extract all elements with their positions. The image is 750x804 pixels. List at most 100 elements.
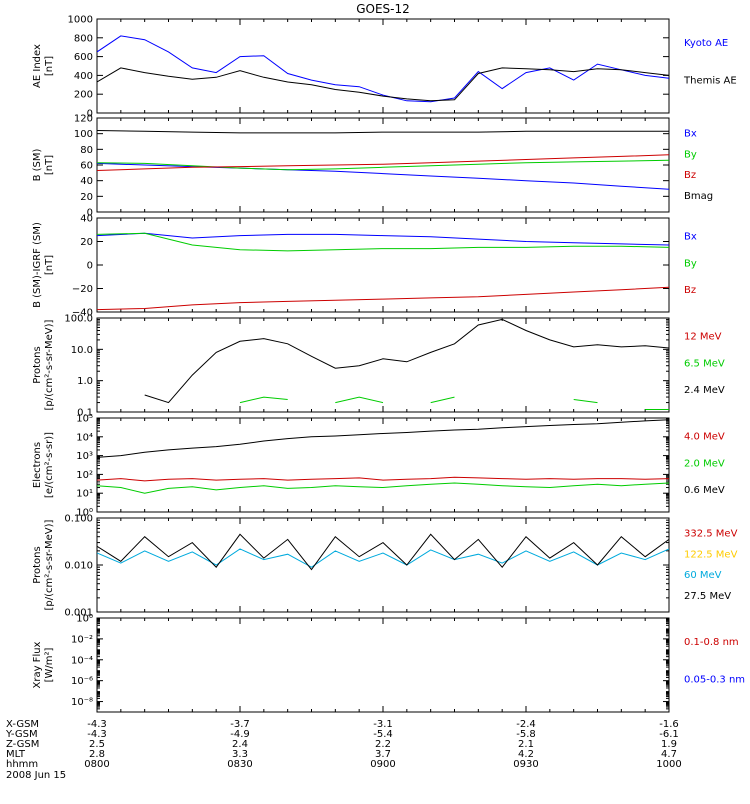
y-axis-label: Protons [32, 346, 43, 383]
ephemeris-value: 3.3 [232, 749, 248, 760]
legend-entry: 332.5 MeV [684, 528, 738, 539]
series-line-by [97, 232, 669, 252]
y-tick-label: 0 [87, 109, 93, 120]
ephemeris-label: Z-GSM [6, 739, 39, 750]
legend-entry: 2.4 MeV [684, 385, 725, 396]
y-axis-label: AE Index [32, 44, 43, 88]
series-line-themis-ae [97, 67, 669, 102]
ephemeris-value: -4.9 [230, 729, 250, 740]
y-tick-label: 10⁻² [71, 634, 93, 645]
y-tick-label: 10.0 [71, 345, 93, 356]
legend-entry: Themis AE [683, 75, 737, 86]
y-tick-label: 600 [74, 52, 93, 63]
series-line-2-0-mev [97, 482, 669, 494]
ephemeris-label: hhmm [6, 759, 38, 770]
y-tick-label: 10³ [76, 451, 93, 462]
y-axis-label: B (SM)-IGRF (SM) [32, 222, 43, 308]
y-tick-label: 20 [80, 237, 93, 248]
legend-entry: 60 MeV [684, 570, 722, 581]
legend-entry: Bz [684, 285, 696, 296]
panel-electrons: 10⁰ 10¹ 10² 10³ 10⁴ 10⁵ Electrons [e/(cm²-s-sr)… [32, 414, 725, 519]
series-line-bmag [97, 130, 669, 134]
legend-entry: By [684, 258, 697, 269]
ephemeris-value: -5.4 [373, 729, 393, 740]
figure-title: GOES-12 [356, 2, 410, 16]
panel-ae: 0 200 400 600 800 1000 AE Index [nT] Kyoto AE The… [32, 15, 737, 120]
y-tick-label: 400 [74, 71, 93, 82]
ephemeris-value: 3.7 [375, 749, 391, 760]
ephemeris-value: -3.7 [230, 719, 250, 730]
y-tick-label: 60 [80, 161, 93, 172]
y-axis-label: [nT] [44, 56, 55, 76]
series-line-bz [97, 154, 669, 171]
y-tick-label: 0.1 [77, 408, 93, 419]
series-line-27-5-mev [97, 533, 669, 571]
y-tick-label: 40 [80, 214, 93, 225]
legend-entry: By [684, 149, 697, 160]
y-axis-label: Electrons [32, 442, 43, 488]
y-tick-label: −40 [72, 308, 93, 319]
ephemeris-label: Y-GSM [5, 729, 38, 740]
ephemeris-value: 0930 [513, 759, 538, 770]
series-line-2-4-mev [144, 318, 669, 404]
panel-bsm: 0 20 40 60 80 100 120 B (SM) [nT] Bx By Bz Bmag [32, 114, 713, 219]
y-tick-label: 40 [80, 176, 93, 187]
legend-entry: 12 MeV [684, 331, 722, 342]
y-tick-label: 200 [74, 90, 93, 101]
ephemeris-value: -4.3 [87, 719, 107, 730]
ephemeris-value: 2.5 [89, 739, 105, 750]
panel-hiprotons: 0.001 0.010 0.100 Protons [p/(cm²-s-sr-MeV)]… [32, 514, 738, 619]
y-tick-label: 10⁻⁴ [71, 655, 93, 666]
y-tick-label: 10⁵ [76, 414, 93, 425]
y-tick-label: 0 [87, 208, 93, 219]
ephemeris-value: 2.1 [518, 739, 534, 750]
ephemeris-label: MLT [6, 749, 26, 760]
y-tick-label: 0.100 [64, 514, 93, 525]
ephemeris-value: 0900 [370, 759, 395, 770]
legend-entry: 0.1-0.8 nm [684, 637, 739, 648]
series-line-0-6-mev [97, 419, 669, 458]
y-axis-label: [p/(cm²-s-sr-MeV)] [44, 519, 55, 610]
y-axis-label: [W/m²] [44, 647, 55, 682]
ephemeris-value: 2.4 [232, 739, 248, 750]
series-line-6-5-mev [239, 396, 669, 410]
y-tick-label: 20 [80, 192, 93, 203]
panel-bigrf: −40 −20 0 20 40 B (SM)-IGRF (SM) [nT] Bx By Bz [32, 214, 697, 319]
series-line-bx [97, 162, 669, 190]
series-line-4-0-mev [97, 476, 669, 482]
panel-protons: 0.1 1.0 10.0 100.0 Protons [p/(cm²-s-sr-MeV)]… [32, 314, 725, 419]
series-line-by [97, 159, 669, 171]
y-tick-label: 0.010 [64, 561, 93, 572]
y-tick-label: 10¹ [76, 489, 93, 500]
ephemeris-value: 2.2 [375, 739, 391, 750]
y-tick-label: 80 [80, 145, 93, 156]
y-axis-label: Xray Flux [32, 641, 43, 688]
y-tick-label: 10⁰ [76, 614, 93, 625]
ephemeris-value: 0800 [84, 759, 109, 770]
legend-entry: 27.5 MeV [684, 591, 731, 602]
y-axis-label: B (SM) [32, 148, 43, 181]
y-tick-label: 800 [74, 33, 93, 44]
series-line-bz [97, 286, 669, 311]
y-tick-label: 10⁻⁶ [71, 676, 93, 687]
legend-entry: 0.05-0.3 nm [684, 674, 745, 685]
legend-entry: Bx [684, 231, 697, 242]
legend-entry: Bz [684, 170, 696, 181]
y-axis-label: Protons [32, 546, 43, 583]
ephemeris-value: 4.2 [518, 749, 534, 760]
series-line-60-mev [97, 548, 669, 568]
y-tick-label: 1.0 [77, 376, 93, 387]
y-tick-label: 10⁻⁸ [71, 697, 93, 708]
ephemeris-value: 4.7 [661, 749, 677, 760]
panel-xray: 10⁻⁸ 10⁻⁶ 10⁻⁴ 10⁻² 10⁰ Xray Flux [W/m²] 0.1-0.… [32, 614, 745, 713]
ephemeris-value: -3.1 [373, 719, 393, 730]
y-tick-label: −20 [72, 284, 93, 295]
ephemeris-value: -6.1 [659, 729, 679, 740]
legend-entry: 122.5 MeV [684, 549, 738, 560]
series-line-bx [97, 232, 669, 246]
legend-entry: 6.5 MeV [684, 358, 725, 369]
ephemeris-value: -5.8 [516, 729, 536, 740]
